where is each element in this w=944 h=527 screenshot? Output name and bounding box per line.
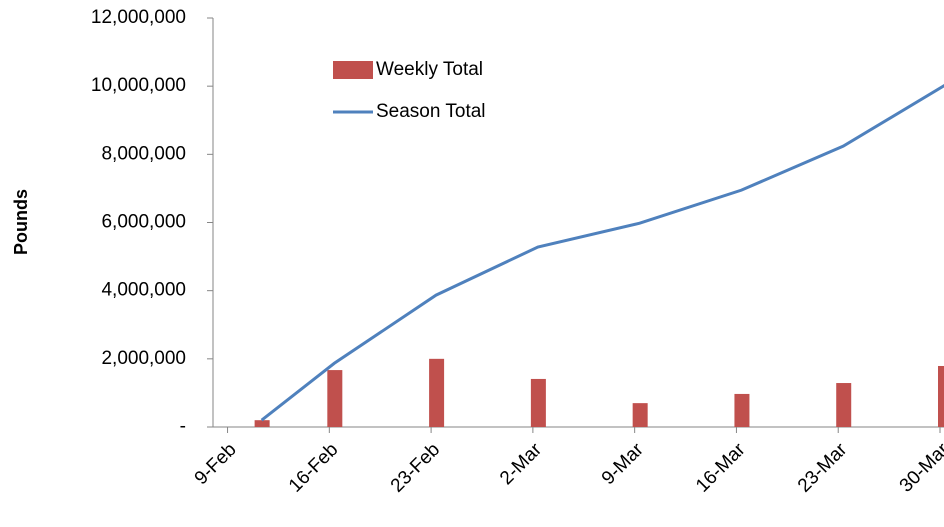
y-tick-label: 4,000,000 [101, 280, 186, 301]
bar [938, 365, 944, 427]
x-tick-label: 9-Feb [191, 439, 241, 489]
y-tick-label: - [180, 416, 186, 437]
y-tick-label: 8,000,000 [101, 143, 186, 164]
y-tick-label: 10,000,000 [91, 75, 186, 96]
x-tick-label: 2-Mar [496, 439, 546, 489]
x-tick-label: 16-Mar [692, 439, 750, 497]
x-tick-label: 16-Feb [285, 439, 342, 496]
y-axis-label: Pounds [11, 189, 31, 255]
x-tick-label: 30-Mar [896, 439, 944, 497]
bar [530, 378, 546, 427]
x-tick-label: 9-Mar [598, 439, 648, 489]
legend-label: Weekly Total [376, 59, 483, 80]
bar [836, 383, 852, 427]
y-tick-label: 2,000,000 [101, 348, 186, 369]
bar [429, 358, 445, 427]
x-tick-label: 23-Feb [387, 439, 444, 496]
bar [734, 393, 750, 427]
y-tick-label: 6,000,000 [101, 212, 186, 233]
legend-swatch [333, 61, 373, 79]
bar [254, 420, 270, 427]
x-tick-label: 23-Mar [794, 439, 852, 497]
bar [632, 403, 648, 427]
line [260, 83, 944, 422]
legend-label: Season Total [376, 101, 486, 122]
y-tick-label: 12,000,000 [91, 7, 186, 28]
bar [327, 370, 343, 427]
